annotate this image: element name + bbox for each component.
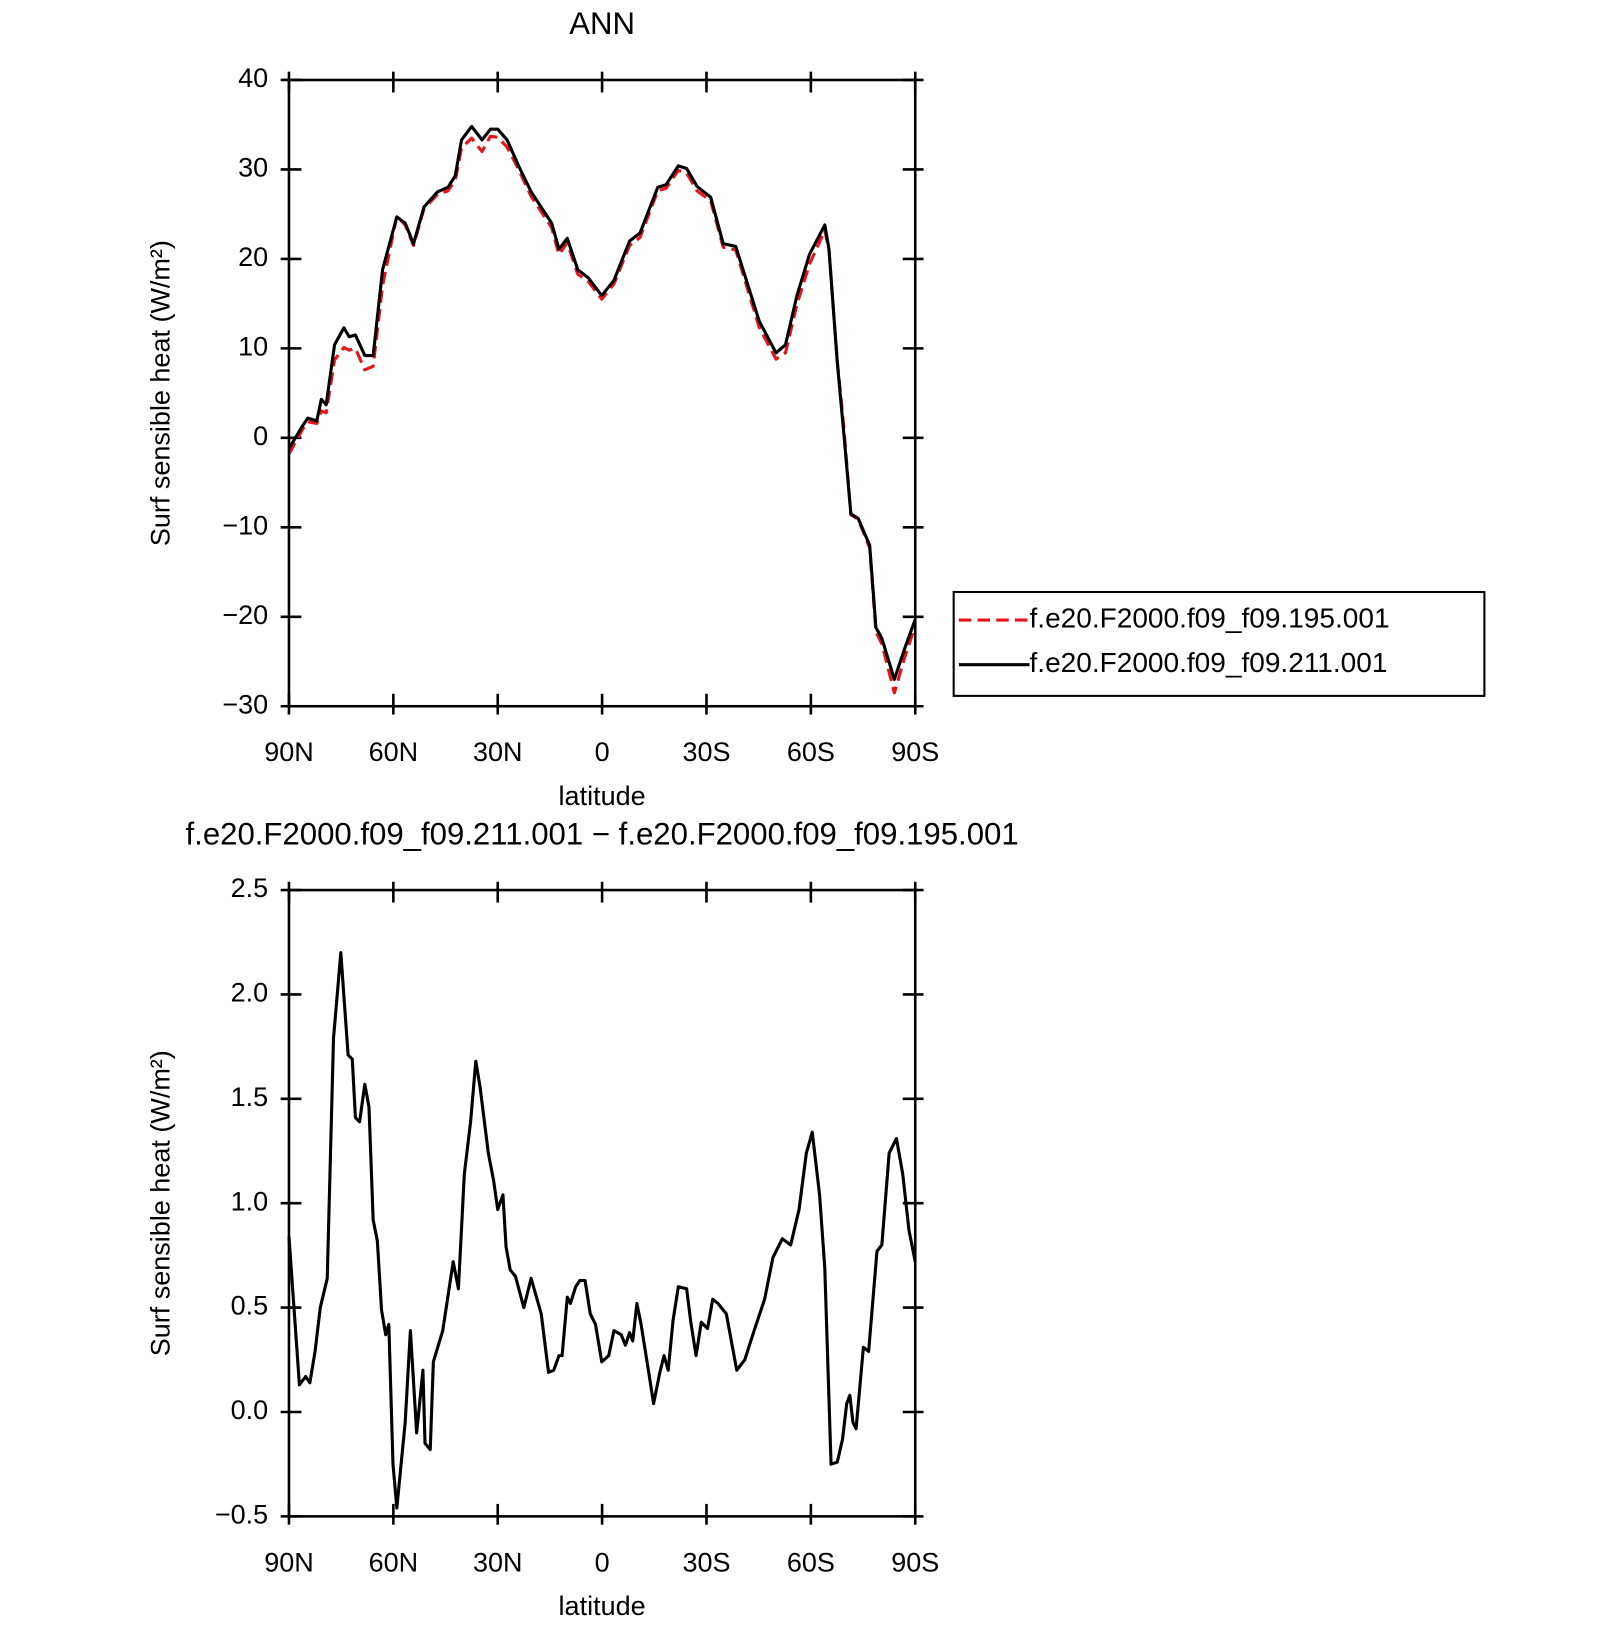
y-tick-label: 2.0 (231, 978, 269, 1008)
x-tick-label: 60S (787, 737, 835, 767)
x-tick-label: 30S (682, 1547, 730, 1577)
y-axis-label: Surf sensible heat (W/m²) (145, 240, 175, 546)
y-tick-label: −20 (222, 600, 268, 630)
x-tick-label: 60N (369, 1547, 419, 1577)
data-line (287, 951, 917, 1510)
chart-title: ANN (569, 6, 635, 41)
data-line (287, 134, 917, 695)
plot-frame (287, 888, 917, 1518)
chart-title: f.e20.F2000.f09_f09.211.001 − f.e20.F200… (186, 816, 1019, 851)
x-tick-label: 90S (891, 737, 939, 767)
x-tick-label: 30N (473, 737, 523, 767)
y-tick-label: 0.0 (231, 1395, 269, 1425)
y-tick-label: 30 (238, 153, 268, 183)
legend-label: f.e20.F2000.f09_f09.211.001 (1029, 647, 1387, 678)
y-tick-label: −30 (222, 689, 268, 719)
x-tick-label: 60S (787, 1547, 835, 1577)
x-tick-label: 30N (473, 1547, 523, 1577)
y-tick-label: 40 (238, 63, 268, 93)
x-tick-label: 60N (369, 737, 419, 767)
x-tick-label: 0 (595, 1547, 610, 1577)
y-tick-label: −10 (222, 510, 268, 540)
legend-box (952, 590, 1486, 697)
x-tick-label: 90N (264, 737, 314, 767)
y-axis-label: Surf sensible heat (W/m²) (145, 1050, 175, 1356)
legend-label: f.e20.F2000.f09_f09.195.001 (1029, 602, 1389, 633)
y-tick-label: 1.5 (231, 1082, 269, 1112)
y-tick-label: 0.5 (231, 1291, 269, 1321)
y-tick-label: 1.0 (231, 1186, 269, 1216)
y-tick-label: 0 (253, 421, 268, 451)
x-tick-label: 30S (682, 737, 730, 767)
plot-frame (287, 78, 917, 708)
x-tick-label: 0 (595, 737, 610, 767)
data-line (287, 124, 917, 681)
y-tick-label: −0.5 (215, 1499, 268, 1529)
x-tick-label: 90S (891, 1547, 939, 1577)
y-tick-label: 10 (238, 332, 268, 362)
x-axis-label: latitude (559, 781, 646, 811)
y-tick-label: 2.5 (231, 873, 269, 903)
y-tick-label: 20 (238, 242, 268, 272)
x-tick-label: 90N (264, 1547, 314, 1577)
x-axis-label: latitude (559, 1591, 646, 1621)
